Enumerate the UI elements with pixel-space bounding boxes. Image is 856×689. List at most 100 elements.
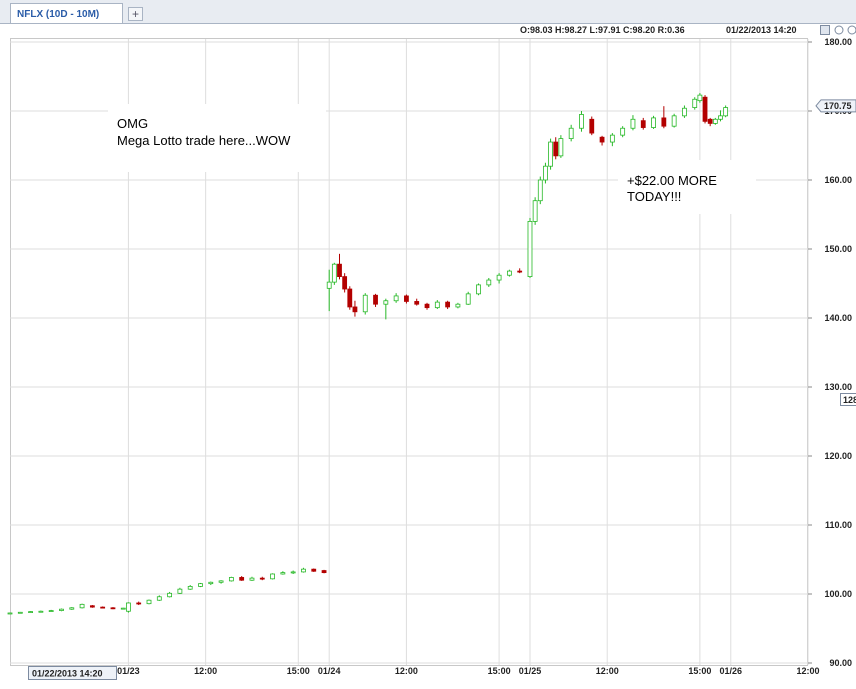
candle-body	[703, 97, 707, 121]
candle-body	[543, 166, 547, 180]
candle-body	[126, 603, 130, 611]
x-tick-label: 12:00	[395, 666, 418, 676]
candle-body	[219, 581, 223, 582]
candle-body	[291, 572, 295, 573]
candle-body	[121, 608, 125, 609]
candle-body	[250, 578, 254, 580]
candle-body	[610, 135, 614, 142]
candle-body	[466, 294, 470, 304]
toolbar-icon[interactable]	[821, 26, 830, 35]
candle-body	[693, 99, 697, 107]
candle-body	[312, 569, 316, 571]
candle-body	[538, 180, 542, 201]
y-tick-label: 160.00	[824, 175, 852, 185]
x-tick-label: 01/24	[318, 666, 341, 676]
candle-body	[435, 302, 439, 308]
candle-body	[682, 108, 686, 116]
y-tick-label: 150.00	[824, 244, 852, 254]
annotation-text: Mega Lotto trade here...WOW	[117, 133, 291, 148]
x-tick-label: 12:00	[194, 666, 217, 676]
candle-body	[528, 221, 532, 276]
y-tick-label: 140.00	[824, 313, 852, 323]
candle-body	[374, 295, 378, 304]
candle-body	[70, 608, 74, 609]
candle-body	[240, 577, 244, 580]
candle-body	[260, 578, 264, 579]
candle-body	[713, 119, 717, 123]
candle-body	[518, 271, 522, 272]
candle-body	[29, 612, 33, 613]
candle-body	[49, 611, 53, 612]
candle-body	[353, 307, 357, 312]
candle-body	[384, 301, 388, 304]
candle-body	[337, 264, 341, 276]
partial-price-label: 128	[843, 395, 856, 405]
x-tick-label: 12:00	[596, 666, 619, 676]
candle-body	[652, 118, 656, 128]
y-tick-label: 100.00	[824, 589, 852, 599]
candle-body	[168, 593, 172, 596]
y-tick-label: 180.00	[824, 37, 852, 47]
x-tick-label: 01/23	[117, 666, 140, 676]
x-tick-label: 15:00	[488, 666, 511, 676]
candle-body	[672, 116, 676, 126]
candle-body	[209, 582, 213, 583]
candle-body	[90, 606, 94, 607]
candle-body	[137, 603, 141, 604]
annotation-text: +$22.00 MORE	[627, 173, 717, 188]
candle-body	[569, 128, 573, 138]
candle-body	[698, 95, 702, 101]
annotation-text: TODAY!!!	[627, 189, 681, 204]
last-price-label: 170.75	[824, 101, 852, 111]
candle-body	[8, 613, 12, 614]
candle-body	[533, 201, 537, 222]
candle-body	[198, 584, 202, 587]
cursor-time: 01/22/2013 14:20	[32, 669, 103, 679]
candle-body	[229, 577, 233, 580]
tab-label: NFLX (10D - 10M)	[17, 9, 99, 20]
candle-body	[178, 589, 182, 593]
candle-body	[641, 121, 645, 128]
candle-body	[363, 295, 367, 312]
candle-body	[718, 116, 722, 119]
y-tick-label: 90.00	[829, 658, 852, 668]
candle-body	[456, 304, 460, 307]
candle-body	[18, 612, 22, 613]
candle-body	[579, 114, 583, 128]
x-tick-label: 12:00	[796, 666, 819, 676]
add-tab-label: +	[132, 7, 139, 21]
candle-body	[332, 264, 336, 282]
y-tick-label: 110.00	[825, 520, 852, 530]
candle-body	[301, 569, 305, 572]
candle-body	[348, 289, 352, 307]
candle-body	[724, 108, 728, 116]
candle-body	[322, 571, 326, 573]
candle-body	[554, 142, 558, 156]
candle-body	[662, 118, 666, 126]
candle-body	[343, 277, 347, 289]
candle-body	[281, 573, 285, 574]
candle-body	[497, 275, 501, 280]
annotation-text: OMG	[117, 116, 148, 131]
candle-body	[425, 304, 429, 307]
candle-body	[708, 119, 712, 123]
candle-body	[507, 271, 511, 275]
ohlc-info: O:98.03 H:98.27 L:97.91 C:98.20 R:0.36	[520, 25, 685, 35]
candle-body	[549, 142, 553, 166]
candle-body	[621, 128, 625, 135]
candle-body	[111, 608, 115, 609]
candle-body	[415, 301, 419, 304]
y-tick-label: 120.00	[824, 451, 852, 461]
candle-body	[487, 280, 491, 285]
info-timestamp: 01/22/2013 14:20	[726, 25, 797, 35]
candle-body	[101, 607, 105, 608]
candle-body	[394, 296, 398, 301]
candle-body	[477, 285, 481, 294]
y-tick-label: 130.00	[824, 382, 852, 392]
candle-body	[271, 574, 275, 579]
candle-body	[559, 139, 563, 156]
x-tick-label: 01/26	[720, 666, 743, 676]
candle-body	[157, 597, 161, 600]
